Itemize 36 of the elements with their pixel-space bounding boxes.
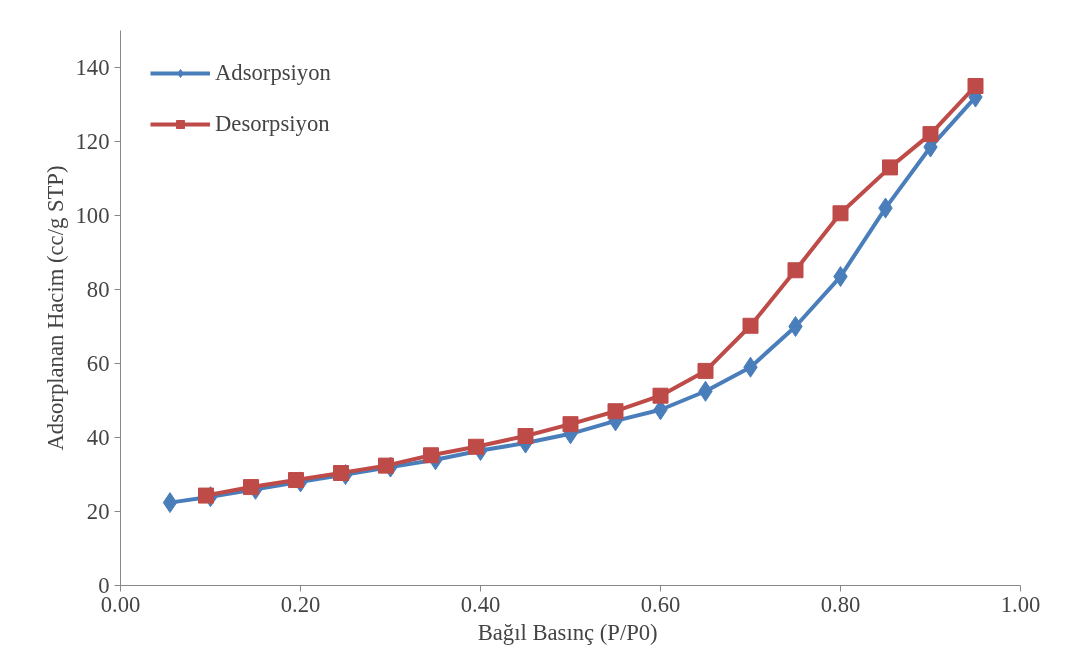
y-tick-label: 0 <box>98 573 110 598</box>
legend-label: Adsorpsiyon <box>215 60 331 86</box>
point <box>162 492 178 514</box>
point <box>423 447 439 464</box>
x-tick-label: 0.40 <box>460 591 501 617</box>
x-tick-label: 1.00 <box>1000 591 1041 617</box>
x-tick-label: 0.60 <box>640 591 681 617</box>
y-tick-label: 140 <box>75 55 110 80</box>
point <box>243 479 259 496</box>
point <box>198 487 214 504</box>
y-tick-label: 80 <box>86 277 110 302</box>
point <box>788 316 803 337</box>
y-tick-label: 100 <box>75 203 110 228</box>
x-tick-label: 0.20 <box>280 591 321 617</box>
point <box>288 472 304 489</box>
y-tick-label: 60 <box>86 351 110 376</box>
point <box>378 457 394 474</box>
y-axis-title: Adsorplanan Hacim (cc/g STP) <box>42 165 68 451</box>
point <box>517 428 534 445</box>
point <box>468 438 484 455</box>
y-tick-label: 120 <box>75 129 110 154</box>
x-axis-title: Bağıl Basınç (P/P0) <box>477 619 658 645</box>
point <box>882 159 898 176</box>
point <box>652 387 669 404</box>
y-tick-label: 20 <box>86 499 110 524</box>
x-tick-label: 0.80 <box>820 591 861 617</box>
point <box>967 78 984 94</box>
point <box>922 126 939 143</box>
y-tick-label: 40 <box>86 425 110 450</box>
point <box>787 262 804 279</box>
legend-label: Desorpsiyon <box>215 111 330 137</box>
point <box>607 403 624 420</box>
point <box>832 205 849 222</box>
point <box>697 362 714 379</box>
point <box>742 317 759 334</box>
point <box>562 416 579 433</box>
